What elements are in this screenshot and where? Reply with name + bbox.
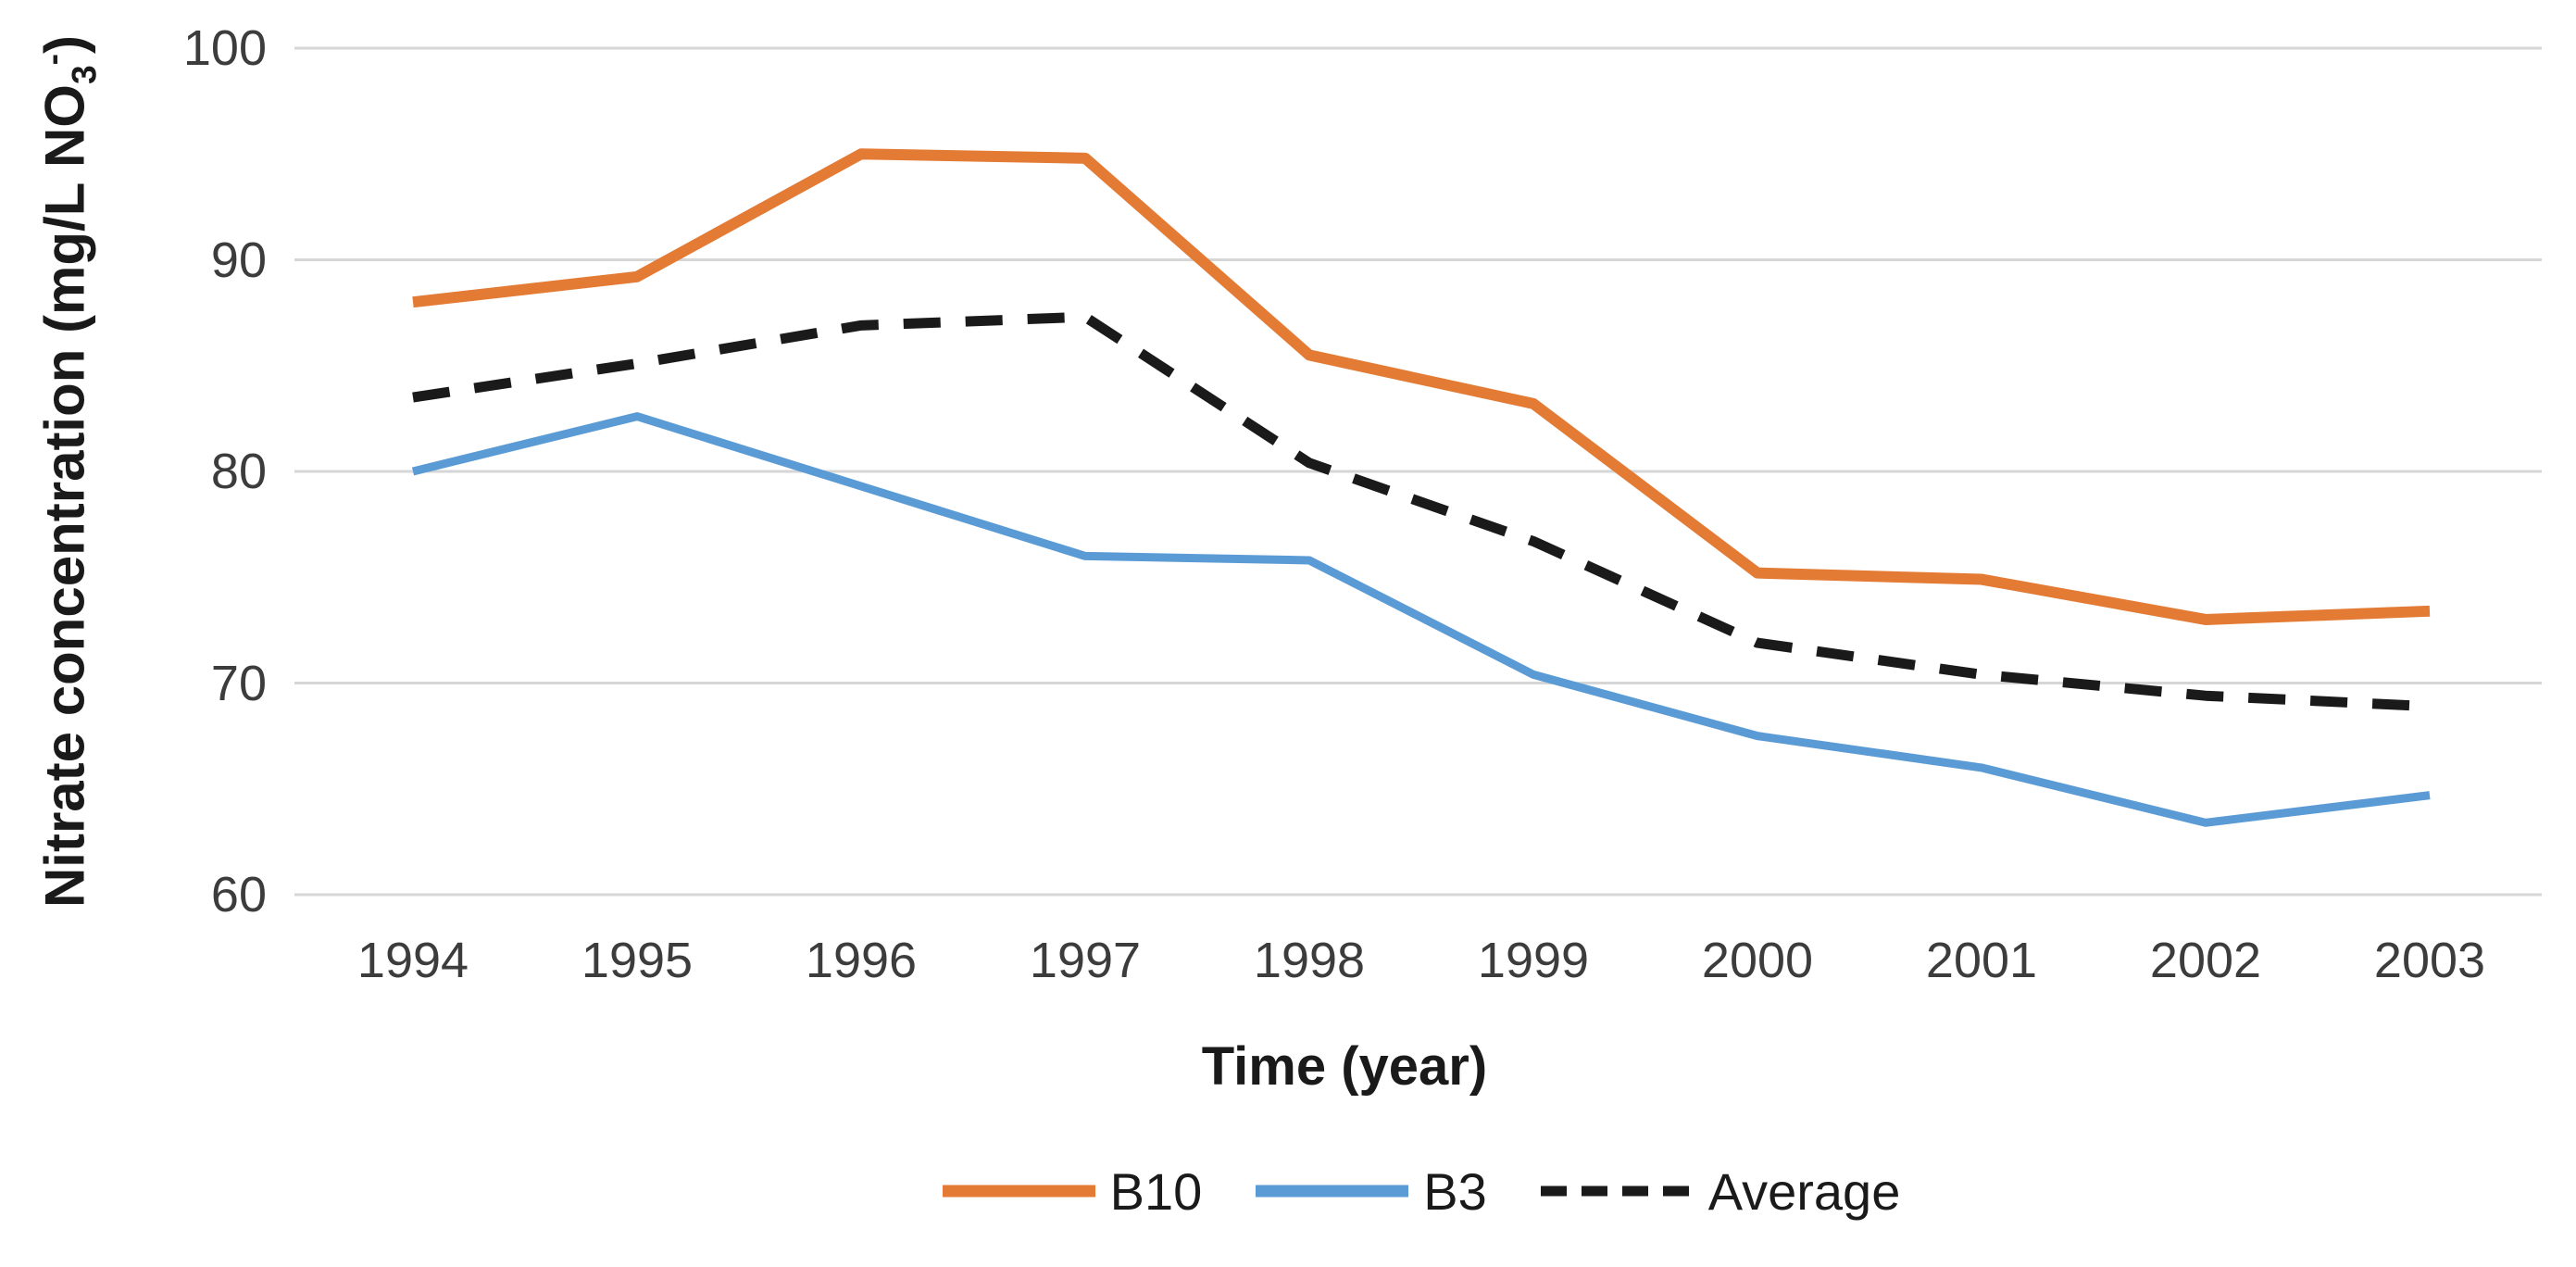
x-tick-label: 2001 xyxy=(1925,933,2038,988)
legend-label: B10 xyxy=(1109,1161,1203,1221)
x-tick-label: 2003 xyxy=(2373,933,2486,988)
y-tick-label: 80 xyxy=(210,444,267,499)
legend-item-b10: B10 xyxy=(942,1161,1203,1222)
x-tick-label: 1998 xyxy=(1253,933,1366,988)
legend: B10 B3 Average xyxy=(301,1147,2542,1236)
x-tick-label: 1997 xyxy=(1029,933,1142,988)
x-tick-label: 1999 xyxy=(1477,933,1590,988)
legend-item-b3: B3 xyxy=(1256,1161,1487,1222)
y-tick-label: 70 xyxy=(210,655,267,711)
y-tick-label: 90 xyxy=(210,232,267,288)
x-axis-title: Time (year) xyxy=(1201,1036,1488,1097)
series-line-b3 xyxy=(411,412,2431,827)
legend-label: Average xyxy=(1707,1161,1901,1221)
x-tick-label: 1996 xyxy=(805,933,918,988)
y-tick-label: 60 xyxy=(210,867,267,922)
legend-item-average: Average xyxy=(1540,1161,1901,1222)
legend-label: B3 xyxy=(1423,1161,1487,1221)
x-tick-label: 1994 xyxy=(356,933,469,988)
y-tick-label: 100 xyxy=(182,20,267,76)
series-line-average xyxy=(412,311,2431,712)
series-line-b10 xyxy=(412,148,2431,625)
x-tick-label: 2000 xyxy=(1701,933,1814,988)
legend-swatch-average-line xyxy=(1540,1185,1694,1197)
x-tick-label: 2002 xyxy=(2149,933,2262,988)
x-tick-label: 1995 xyxy=(581,933,694,988)
legend-swatch-b3-line xyxy=(1256,1185,1409,1198)
legend-swatch-b10-line xyxy=(942,1185,1095,1198)
